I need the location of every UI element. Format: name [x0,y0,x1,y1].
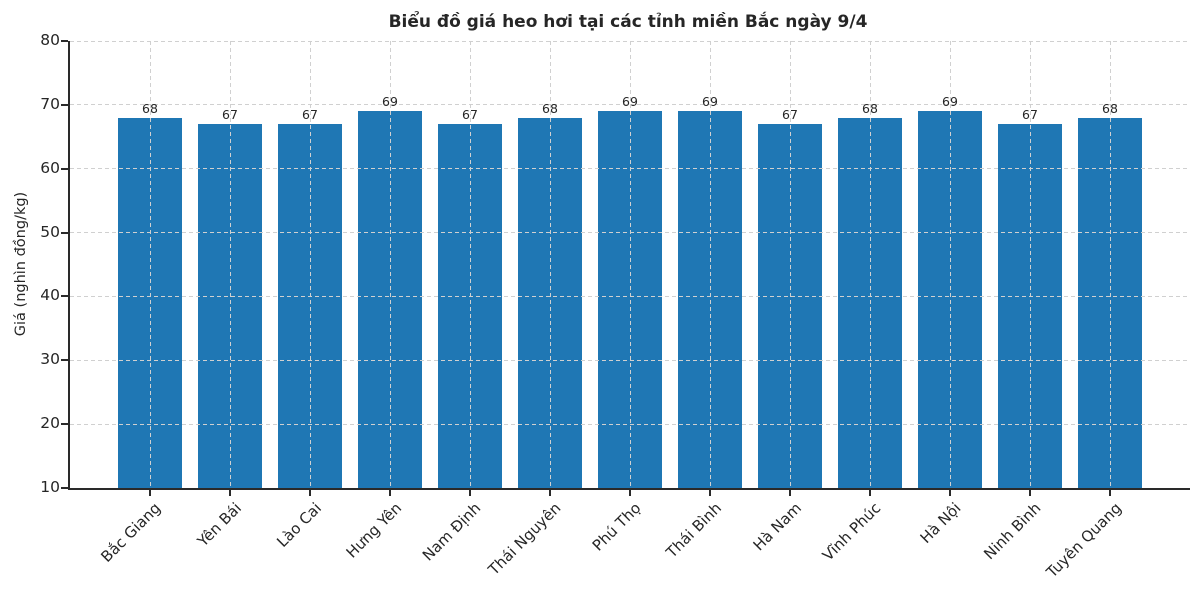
gridline-v [789,41,791,488]
gridline-v [629,41,631,488]
x-tick-mark [469,490,471,496]
bar-value-label: 67 [1022,107,1038,122]
bar-value-label: 68 [542,100,558,116]
x-tick-mark [949,490,951,496]
gridline-v [949,41,951,488]
y-tick-mark [61,295,68,298]
y-axis-label: Giá (nghìn đồng/kg) [13,191,29,337]
y-tick-mark [61,231,68,234]
bar-value-label: 69 [942,94,958,110]
bar-value-label: 68 [1102,100,1118,116]
x-tick-mark [869,490,871,496]
x-tick-label: Ninh Bình [980,499,1045,564]
x-tick-label: Bắc Giang [97,499,165,566]
bar-value-label: 67 [462,107,478,122]
plot-area: 10 20 30 40 50 60 70 80 68 Bắc Giang 67 Yên Bái 67 Là… [40,31,1190,581]
y-tick-mark [61,167,68,170]
y-tick-label: 10 [40,478,60,496]
y-tick-label: 80 [40,31,60,49]
bar-value-label: 68 [142,100,158,116]
gridline-v [469,41,471,488]
gridline-v [309,41,311,488]
y-tick-mark [61,40,68,42]
x-tick-label: Thái Bình [662,499,725,562]
y-tick-mark [61,423,68,426]
x-tick-mark [709,490,711,496]
bar-value-label: 67 [782,107,798,122]
x-tick-label: Yên Bái [193,499,245,551]
bar-value-label: 69 [382,94,398,110]
bar-value-label: 67 [222,107,238,122]
y-tick-label: 70 [40,94,60,113]
gridline-v [1029,41,1031,488]
x-tick-mark [229,490,231,496]
y-tick-label: 60 [40,158,60,177]
bar-value-label: 67 [302,107,318,122]
gridline-v [229,41,231,488]
x-tick-label: Phú Thọ [589,499,645,555]
x-tick-label: Nam Định [419,499,485,565]
y-tick-label: 20 [40,414,60,433]
y-tick-mark [61,103,68,106]
x-tick-label: Lào Cai [272,499,325,551]
x-tick-mark [549,490,551,496]
x-tick-mark [1109,490,1111,496]
chart-title: Biểu đồ giá heo hơi tại các tỉnh miền Bắ… [388,12,868,32]
y-tick-label: 30 [40,350,60,369]
y-tick-label: 40 [40,286,60,305]
x-tick-label: Hà Nội [916,499,965,547]
x-tick-label: Hưng Yên [342,499,405,562]
x-tick-mark [629,490,631,496]
bar-value-label: 69 [622,94,638,110]
y-tick-label: 50 [40,222,60,241]
x-tick-mark [149,490,151,496]
gridline-v [1109,41,1111,488]
gridline-v [149,41,151,488]
gridline-v [709,41,711,488]
x-tick-label: Thái Nguyên [485,499,565,579]
x-tick-mark [309,490,311,496]
x-tick-mark [789,490,791,496]
x-tick-label: Vĩnh Phúc [819,499,885,565]
y-tick-mark [61,487,68,489]
bar-value-label: 69 [702,94,718,110]
gridline-v [549,41,551,488]
gridline-v [869,41,871,488]
gridline-v [389,41,391,488]
x-tick-mark [389,490,391,496]
y-tick-mark [61,359,68,362]
bar-value-label: 68 [862,100,878,116]
x-tick-label: Hà Nam [749,499,805,555]
x-tick-label: Tuyên Quang [1042,499,1125,582]
x-tick-mark [1029,490,1031,496]
